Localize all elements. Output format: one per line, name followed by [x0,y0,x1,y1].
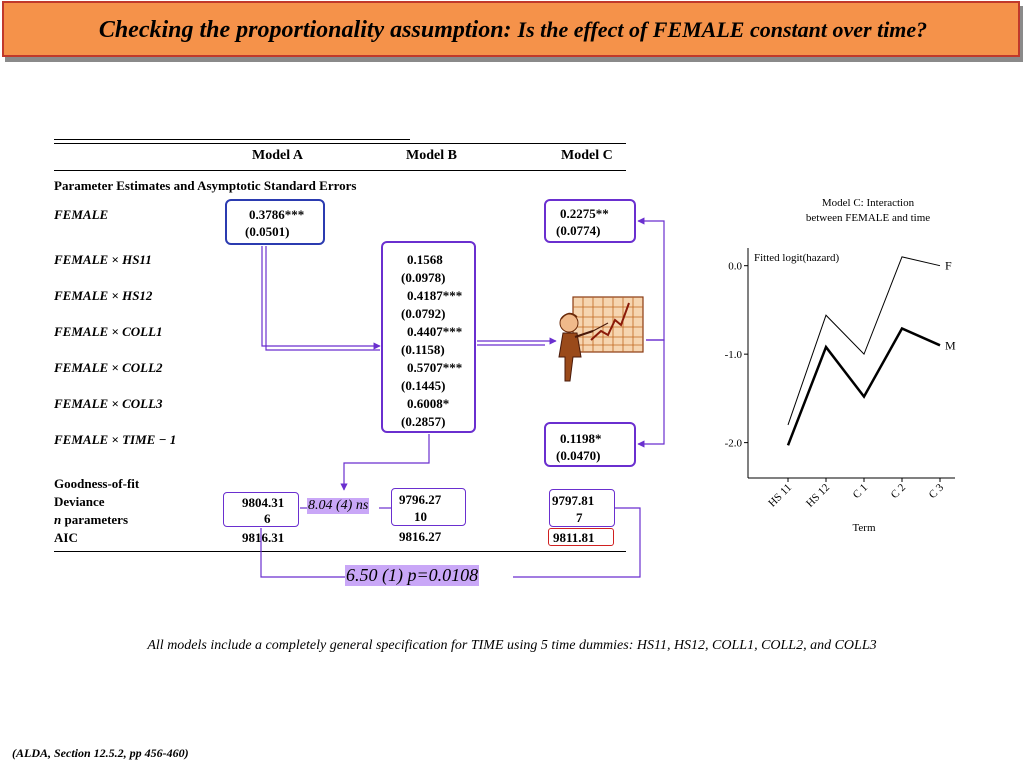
model-b-n: 10 [414,509,427,524]
table-top-rule-2 [54,143,626,144]
chart-y-ticks: 0.0 -1.0 -2.0 [725,261,748,450]
section-parameter-estimates: Parameter Estimates and Asymptotic Stand… [54,178,357,193]
gof-n-label: n parameters [54,512,128,528]
chart-xtick-label: HS 11 [766,482,794,510]
table-top-rule [54,139,410,140]
chart-xlabel: Term [852,522,875,534]
gof-n-rest: parameters [61,512,129,527]
title-main: Checking the proportionality assumption: [98,17,518,43]
arrow-b-to-gof [340,434,430,491]
model-a-n: 6 [264,511,271,526]
chart-series-label-f: F [945,259,952,273]
gof-deviance-label: Deviance [54,494,105,509]
model-b-hs12-est: 0.4187*** [407,288,463,303]
chart-model-c: Model C: Interaction between FEMALE and … [725,197,956,534]
model-a-female-se: (0.0501) [245,224,290,239]
model-b-coll3-est: 0.6008* [407,396,450,411]
chart-title-line2: between FEMALE and time [806,212,930,224]
model-a-female-box: 0.3786*** (0.0501) [225,199,325,245]
model-c-deviance: 9797.81 [552,493,595,508]
chart-ylabel: Fitted logit(hazard) [754,252,840,264]
model-c-time-box: 0.1198* (0.0470) [544,422,636,467]
model-b-aic: 9816.27 [399,529,442,544]
row-label-hs12: FEMALE × HS12 [54,288,153,303]
row-label-female: FEMALE [54,207,109,222]
model-c-female-est: 0.2275** [560,206,609,221]
gof-n-italic: n [54,512,62,527]
model-b-coll2-se: (0.1445) [401,378,446,393]
chart-xtick-label: C 2 [889,482,909,502]
row-label-coll1: FEMALE × COLL1 [54,324,163,339]
arrow-a-to-b [261,246,381,350]
model-b-coll3-se: (0.2857) [401,414,446,429]
model-b-coll1-se: (0.1158) [401,342,445,357]
row-label-coll2: FEMALE × COLL2 [54,360,163,375]
chart-xtick-label: HS 12 [804,482,832,510]
model-a-female-est: 0.3786*** [249,207,305,222]
model-c-female-se: (0.0774) [556,223,601,238]
row-label-hs11: FEMALE × HS11 [54,252,152,267]
model-b-deviance: 9796.27 [399,492,442,507]
gof-aic-label: AIC [54,530,78,545]
model-a-deviance: 9804.31 [242,495,285,510]
row-label-time: FEMALE × TIME − 1 [54,432,177,447]
chart-xtick-label: C 3 [927,481,947,501]
model-c-time-se: (0.0470) [556,448,601,463]
table-header-rule [54,170,626,171]
test-ab-label: 8.04 (4) ns [307,498,370,514]
chart-ytick-label: -1.0 [725,349,743,361]
citation: (ALDA, Section 12.5.2, pp 456-460) [12,746,189,760]
model-b-gof-box: 9796.27 10 [391,488,466,526]
header-model-b: Model B [406,148,457,163]
model-b-hs11-est: 0.1568 [407,252,443,267]
model-a-gof-box: 9804.31 6 [223,492,299,527]
presenter-with-chart-icon [558,296,644,382]
gof-title: Goodness-of-fit [54,476,140,491]
model-c-time-est: 0.1198* [560,431,602,446]
chart-ytick-label: 0.0 [728,261,742,273]
header-model-c: Model C [561,148,613,163]
chart-series-line-m [786,326,941,446]
arrow-to-c-time [637,339,665,448]
model-c-n: 7 [576,510,583,525]
test-ac-line-right [513,507,641,578]
model-c-aic: 9811.81 [553,530,595,545]
model-a-aic: 9816.31 [242,530,285,545]
chart-xtick-label: C 1 [851,482,871,502]
clipart-presenter [558,312,609,382]
model-b-coll1-est: 0.4407*** [407,324,463,339]
model-c-gof-box: 9797.81 7 [549,489,615,527]
clipart-chart-board [572,296,644,353]
title-sub: Is the effect of FEMALE constant over ti… [517,17,928,42]
chart-series-line-f [787,256,941,426]
chart-ytick-label: -2.0 [725,438,743,450]
model-c-female-box: 0.2275** (0.0774) [544,199,636,243]
test-ac-line-left [260,528,345,578]
model-b-hs11-se: (0.0978) [401,270,446,285]
model-b-hs12-se: (0.0792) [401,306,446,321]
chart-series-label-m: M [945,338,956,352]
model-b-coll2-est: 0.5707*** [407,360,463,375]
chart-title-line1: Model C: Interaction [822,197,915,209]
page-title: Checking the proportionality assumption:… [4,17,1022,44]
chart-x-ticks: HS 11 HS 12 C 1 C 2 C 3 [766,478,946,510]
row-label-coll3: FEMALE × COLL3 [54,396,163,411]
title-bar: Checking the proportionality assumption:… [2,1,1020,57]
table-bottom-rule [54,551,626,552]
test-ac-label: 6.50 (1) p=0.0108 [345,565,480,586]
header-model-a: Model A [252,148,303,163]
model-b-interactions-box: 0.1568 (0.0978) 0.4187*** (0.0792) 0.440… [381,241,476,433]
chart-series-group: FM [786,256,956,446]
model-c-aic-box: 9811.81 [548,528,614,546]
arrow-a-to-b-2 [265,246,380,351]
footnote-models: All models include a completely general … [147,638,877,653]
